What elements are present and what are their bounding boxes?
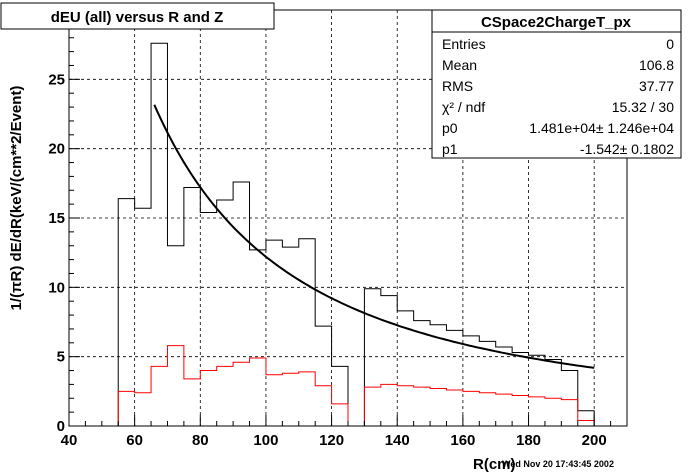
stats-row-label: RMS xyxy=(442,78,473,94)
stats-rows: Entries 0 Mean 106.8 RMS 37.77 χ² / ndf 15.32 /… xyxy=(442,36,674,157)
stats-row-value: 1.481e+04± 1.246e+04 xyxy=(529,120,674,136)
y-axis-label: 1/(πR) dE/dR(keV/(cm**2/Event) xyxy=(8,86,25,311)
stats-box: CSpace2ChargeT_px Entries 0 Mean 106.8 RMS 37… xyxy=(431,9,682,159)
x-tick-label: 180 xyxy=(516,432,541,449)
stats-row-value: 15.32 / 30 xyxy=(612,99,674,115)
axis-ticks: 40 60 80 100 120 140 160 180 200 0 5 10 15 20 25 xyxy=(48,9,628,449)
stats-row-value: 37.77 xyxy=(639,78,674,94)
x-tick-label: 160 xyxy=(450,432,475,449)
chart-title: dEU (all) versus R and Z xyxy=(51,9,224,26)
stats-title: CSpace2ChargeT_px xyxy=(481,14,632,31)
y-tick-label: 15 xyxy=(48,210,65,227)
y-tick-label: 20 xyxy=(48,141,65,158)
x-tick-label: 100 xyxy=(253,432,278,449)
y-tick-label: 0 xyxy=(57,418,65,435)
x-axis-label: R(cm) xyxy=(473,456,516,472)
stats-row-value: 0 xyxy=(666,36,674,52)
x-tick-label: 140 xyxy=(385,432,410,449)
x-tick-label: 200 xyxy=(582,432,607,449)
y-tick-label: 25 xyxy=(48,71,65,88)
stats-row-label: Entries xyxy=(442,36,486,52)
timestamp: Wed Nov 20 17:43:45 2002 xyxy=(502,459,614,469)
y-tick-label: 5 xyxy=(57,349,65,366)
fit-curve xyxy=(153,104,595,369)
stats-row-value: 106.8 xyxy=(639,57,674,73)
grid-lines xyxy=(69,10,627,426)
x-tick-label: 60 xyxy=(126,432,143,449)
title-box xyxy=(0,2,275,30)
stats-row-value: -1.542± 0.1802 xyxy=(580,141,674,157)
stats-row-label: p0 xyxy=(442,120,458,136)
x-tick-label: 80 xyxy=(192,432,209,449)
stats-row-label: χ² / ndf xyxy=(442,99,485,115)
y-tick-label: 10 xyxy=(48,279,65,296)
x-tick-label: 120 xyxy=(319,432,344,449)
stats-row-label: p1 xyxy=(442,141,458,157)
stats-row-label: Mean xyxy=(442,57,477,73)
x-tick-label: 40 xyxy=(61,432,78,449)
